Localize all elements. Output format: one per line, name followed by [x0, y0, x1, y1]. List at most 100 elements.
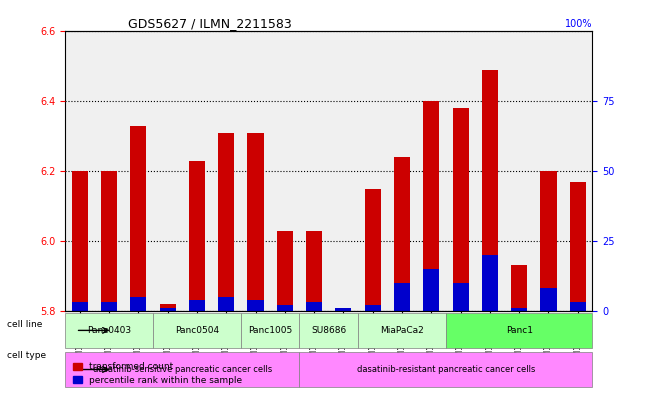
- Bar: [452, 108, 469, 311]
- Bar: [335, 308, 352, 311]
- Bar: [306, 303, 322, 311]
- Bar: [247, 300, 264, 311]
- Bar: [72, 171, 88, 311]
- Bar: [540, 288, 557, 311]
- Bar: [130, 126, 146, 311]
- Text: Panc0504: Panc0504: [175, 326, 219, 335]
- Bar: [482, 70, 498, 311]
- Bar: [540, 171, 557, 311]
- Bar: [277, 231, 293, 311]
- Bar: [101, 171, 117, 311]
- Bar: [365, 305, 381, 311]
- Bar: [101, 171, 117, 311]
- Bar: [482, 255, 498, 311]
- Bar: [358, 31, 387, 311]
- Bar: [570, 182, 586, 311]
- Text: dasatinib-resistant pancreatic cancer cells: dasatinib-resistant pancreatic cancer ce…: [357, 365, 535, 374]
- Bar: [446, 31, 475, 311]
- Bar: [365, 189, 381, 311]
- Bar: [540, 288, 557, 311]
- Text: 100%: 100%: [565, 18, 592, 29]
- Bar: [130, 126, 146, 311]
- Bar: [72, 303, 88, 311]
- Bar: [130, 297, 146, 311]
- Bar: [423, 269, 439, 311]
- Bar: [423, 269, 439, 311]
- Bar: [218, 133, 234, 311]
- Bar: [189, 300, 205, 311]
- Bar: [277, 305, 293, 311]
- Bar: [101, 303, 117, 311]
- Bar: [511, 308, 527, 311]
- Bar: [563, 31, 592, 311]
- Bar: [570, 182, 586, 311]
- Bar: [365, 189, 381, 311]
- Text: cell line: cell line: [7, 320, 42, 329]
- Bar: [306, 303, 322, 311]
- Bar: [277, 305, 293, 311]
- Bar: [153, 31, 182, 311]
- Bar: [394, 157, 410, 311]
- Bar: [159, 308, 176, 311]
- Bar: [189, 161, 205, 311]
- Bar: [101, 303, 117, 311]
- Bar: [189, 161, 205, 311]
- FancyBboxPatch shape: [446, 313, 592, 348]
- Text: Panc1005: Panc1005: [248, 326, 292, 335]
- Bar: [423, 101, 439, 311]
- Text: Panc0403: Panc0403: [87, 326, 131, 335]
- Bar: [570, 303, 586, 311]
- Bar: [299, 31, 329, 311]
- Bar: [277, 231, 293, 311]
- FancyBboxPatch shape: [358, 313, 446, 348]
- Bar: [423, 101, 439, 311]
- Bar: [505, 31, 534, 311]
- Bar: [570, 303, 586, 311]
- Text: SU8686: SU8686: [311, 326, 346, 335]
- Bar: [394, 283, 410, 311]
- FancyBboxPatch shape: [153, 313, 241, 348]
- FancyBboxPatch shape: [65, 313, 153, 348]
- Bar: [241, 31, 270, 311]
- Bar: [159, 308, 176, 311]
- Bar: [511, 265, 527, 311]
- Bar: [306, 231, 322, 311]
- Bar: [452, 283, 469, 311]
- Bar: [72, 171, 88, 311]
- Bar: [306, 231, 322, 311]
- Bar: [335, 308, 352, 311]
- Bar: [72, 303, 88, 311]
- Bar: [394, 157, 410, 311]
- Bar: [511, 308, 527, 311]
- Bar: [65, 31, 94, 311]
- Bar: [94, 31, 124, 311]
- Bar: [452, 108, 469, 311]
- Bar: [189, 300, 205, 311]
- Bar: [218, 297, 234, 311]
- Text: Panc1: Panc1: [506, 326, 533, 335]
- Bar: [124, 31, 153, 311]
- Legend: transformed count, percentile rank within the sample: transformed count, percentile rank withi…: [70, 359, 246, 389]
- Bar: [130, 297, 146, 311]
- Bar: [159, 304, 176, 311]
- Bar: [247, 300, 264, 311]
- Bar: [452, 283, 469, 311]
- Bar: [247, 133, 264, 311]
- Bar: [482, 70, 498, 311]
- Bar: [218, 133, 234, 311]
- Bar: [247, 133, 264, 311]
- Text: MiaPaCa2: MiaPaCa2: [380, 326, 424, 335]
- Bar: [511, 265, 527, 311]
- Text: GDS5627 / ILMN_2211583: GDS5627 / ILMN_2211583: [128, 17, 292, 30]
- Bar: [329, 31, 358, 311]
- Bar: [212, 31, 241, 311]
- Bar: [417, 31, 446, 311]
- Bar: [534, 31, 563, 311]
- Bar: [482, 255, 498, 311]
- Bar: [182, 31, 212, 311]
- Bar: [387, 31, 417, 311]
- Text: cell type: cell type: [7, 351, 46, 360]
- Bar: [365, 305, 381, 311]
- FancyBboxPatch shape: [299, 352, 592, 387]
- Bar: [159, 304, 176, 311]
